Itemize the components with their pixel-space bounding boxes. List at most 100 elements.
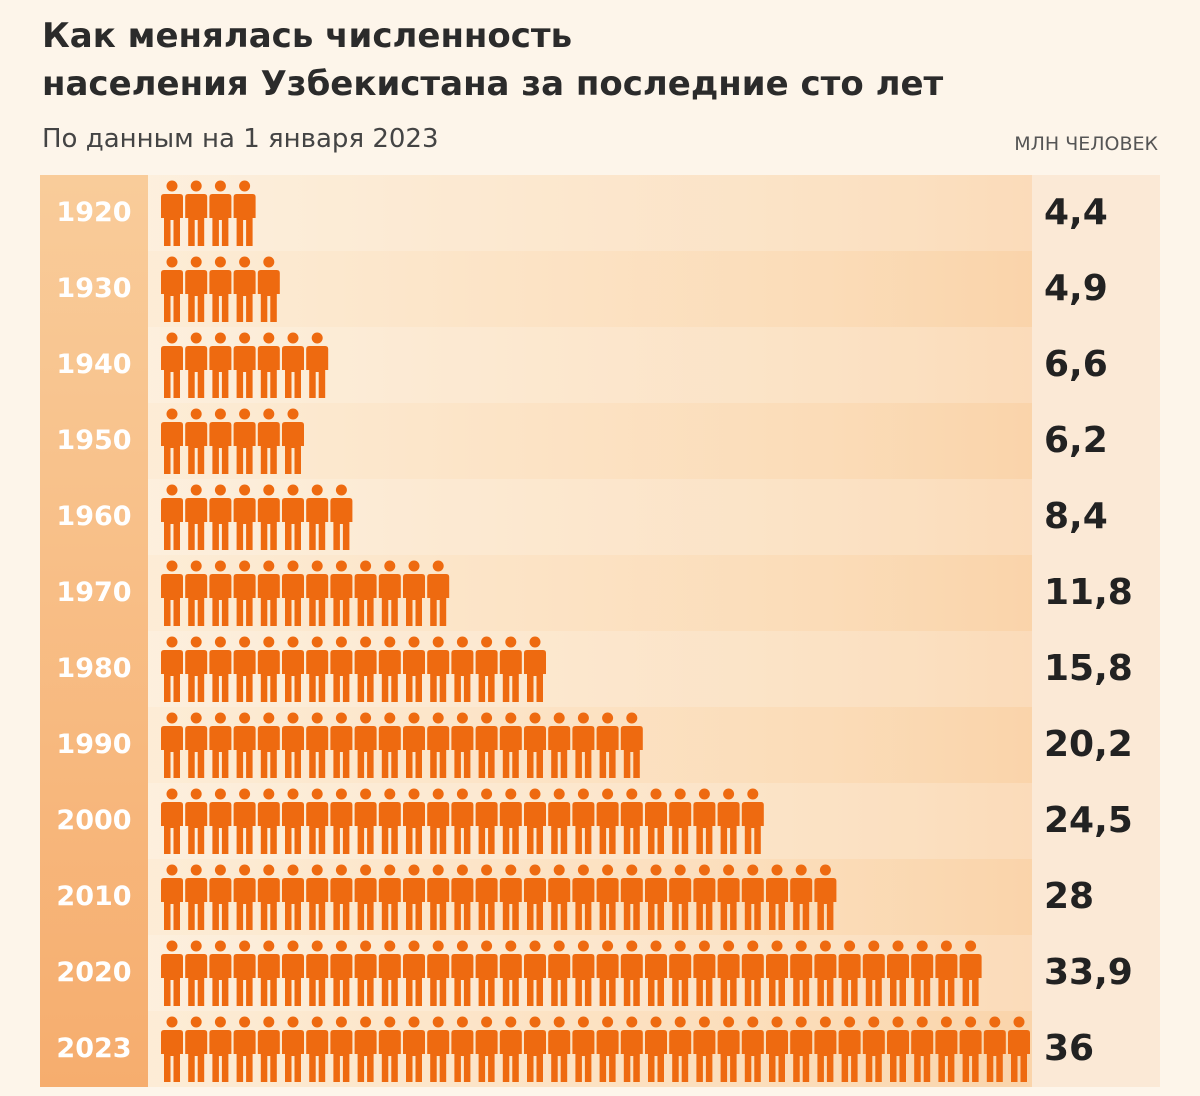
year-label: 2000 — [56, 805, 132, 836]
person-icon — [257, 712, 280, 778]
person-icon — [378, 636, 401, 702]
person-icon — [959, 1016, 982, 1082]
person-icon — [354, 864, 377, 930]
person-icon — [233, 788, 256, 854]
people-bar-svg — [161, 1016, 1030, 1082]
people-bar-svg — [161, 256, 280, 322]
person-icon — [935, 940, 958, 1006]
person-icon — [233, 180, 256, 246]
person-icon — [790, 1016, 813, 1082]
person-icon — [330, 940, 353, 1006]
person-icon — [645, 864, 667, 930]
person-icon — [282, 712, 304, 778]
person-icon — [306, 636, 329, 702]
person-icon — [233, 332, 256, 398]
people-bar-svg — [161, 484, 353, 550]
person-icon — [306, 788, 329, 854]
person-icon — [378, 788, 401, 854]
person-icon — [524, 864, 546, 930]
value-label: 4,4 — [1044, 192, 1108, 233]
person-icon — [427, 788, 450, 854]
person-icon — [451, 940, 474, 1006]
person-icon — [693, 1016, 716, 1082]
person-icon — [185, 332, 208, 398]
person-icon — [693, 940, 716, 1006]
person-icon — [499, 636, 522, 702]
person-icon — [354, 1016, 377, 1082]
person-icon — [814, 1016, 837, 1082]
person-icon — [354, 636, 377, 702]
year-label: 1970 — [56, 577, 132, 608]
chart-subtitle: По данным на 1 января 2023 — [42, 124, 439, 154]
person-icon — [282, 408, 304, 474]
person-icon — [233, 256, 256, 322]
person-icon — [282, 1016, 304, 1082]
person-icon — [185, 408, 208, 474]
person-icon — [233, 408, 256, 474]
people-bar — [160, 332, 1040, 398]
people-bar-svg — [161, 180, 256, 246]
person-icon — [959, 940, 982, 1006]
people-bar — [160, 484, 1040, 550]
person-icon — [693, 788, 716, 854]
person-icon — [620, 788, 643, 854]
person-icon — [669, 940, 692, 1006]
person-icon — [185, 560, 208, 626]
person-icon — [620, 712, 643, 778]
person-icon — [717, 940, 740, 1006]
person-icon — [451, 712, 474, 778]
person-icon — [524, 1016, 546, 1082]
person-icon — [427, 636, 450, 702]
person-icon — [257, 484, 280, 550]
year-label: 1940 — [56, 349, 132, 380]
person-icon — [354, 560, 377, 626]
person-icon — [282, 636, 304, 702]
person-icon — [403, 940, 425, 1006]
person-icon — [161, 864, 183, 930]
person-icon — [911, 1016, 934, 1082]
year-label: 1990 — [56, 729, 132, 760]
person-icon — [524, 788, 546, 854]
person-icon — [499, 864, 522, 930]
person-icon — [257, 1016, 280, 1082]
person-icon — [717, 864, 740, 930]
value-label: 24,5 — [1044, 800, 1133, 841]
person-icon — [403, 636, 425, 702]
person-icon — [645, 1016, 667, 1082]
people-bar — [160, 256, 1040, 322]
person-icon — [185, 788, 208, 854]
person-icon — [403, 1016, 425, 1082]
person-icon — [233, 560, 256, 626]
person-icon — [185, 1016, 208, 1082]
person-icon — [209, 712, 232, 778]
person-icon — [524, 636, 546, 702]
person-icon — [596, 712, 619, 778]
person-icon — [935, 1016, 958, 1082]
person-icon — [814, 940, 837, 1006]
value-label: 36 — [1044, 1028, 1095, 1069]
person-icon — [451, 788, 474, 854]
person-icon — [185, 712, 208, 778]
people-bar — [160, 180, 1040, 246]
person-icon — [185, 940, 208, 1006]
person-icon — [838, 940, 861, 1006]
person-icon — [209, 180, 232, 246]
value-column — [1032, 175, 1160, 1087]
chart-row-2020: 2020 33,9 — [40, 935, 1160, 1011]
person-icon — [451, 1016, 474, 1082]
person-icon — [596, 788, 619, 854]
value-label: 6,2 — [1044, 420, 1108, 461]
person-icon — [185, 636, 208, 702]
person-icon — [209, 332, 232, 398]
person-icon — [282, 864, 304, 930]
people-bar-svg — [161, 560, 450, 626]
year-label: 1950 — [56, 425, 132, 456]
person-icon — [499, 1016, 522, 1082]
person-icon — [499, 712, 522, 778]
person-icon — [185, 864, 208, 930]
people-bar-svg — [161, 332, 329, 398]
person-icon — [790, 940, 813, 1006]
chart-row-1980: 1980 15,8 — [40, 631, 1160, 707]
chart-row-2000: 2000 24,5 — [40, 783, 1160, 859]
person-icon — [209, 636, 232, 702]
